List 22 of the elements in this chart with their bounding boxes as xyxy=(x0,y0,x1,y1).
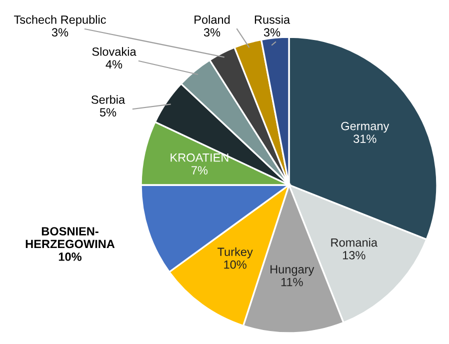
slice-label: Serbia xyxy=(91,95,126,104)
slice-label: Hungary xyxy=(270,265,314,276)
data-label: 5% xyxy=(100,108,116,117)
data-label: 3% xyxy=(52,28,68,37)
slice-label: KROATIEN xyxy=(170,153,228,162)
slice-label: Germany xyxy=(341,122,390,133)
slice-label: Slovakia xyxy=(92,47,136,56)
slice-label: Turkey xyxy=(218,247,253,258)
slice-label: Russia xyxy=(254,15,290,24)
slice-label: Romania xyxy=(331,238,378,247)
data-label: 11% xyxy=(281,278,303,286)
slice-label: Tschech Republic xyxy=(14,15,106,26)
slice-label: Poland xyxy=(194,15,230,24)
slice-label: BOSNIEN-HERZEGOWINA xyxy=(26,227,115,248)
data-label: 7% xyxy=(192,166,208,174)
data-label: 13% xyxy=(342,251,366,260)
data-label: 3% xyxy=(264,28,280,37)
data-label: 10% xyxy=(224,260,246,269)
data-label: 10% xyxy=(58,252,82,261)
data-label: 4% xyxy=(106,60,122,68)
data-label: 31% xyxy=(354,134,376,143)
data-label: 3% xyxy=(204,28,220,37)
